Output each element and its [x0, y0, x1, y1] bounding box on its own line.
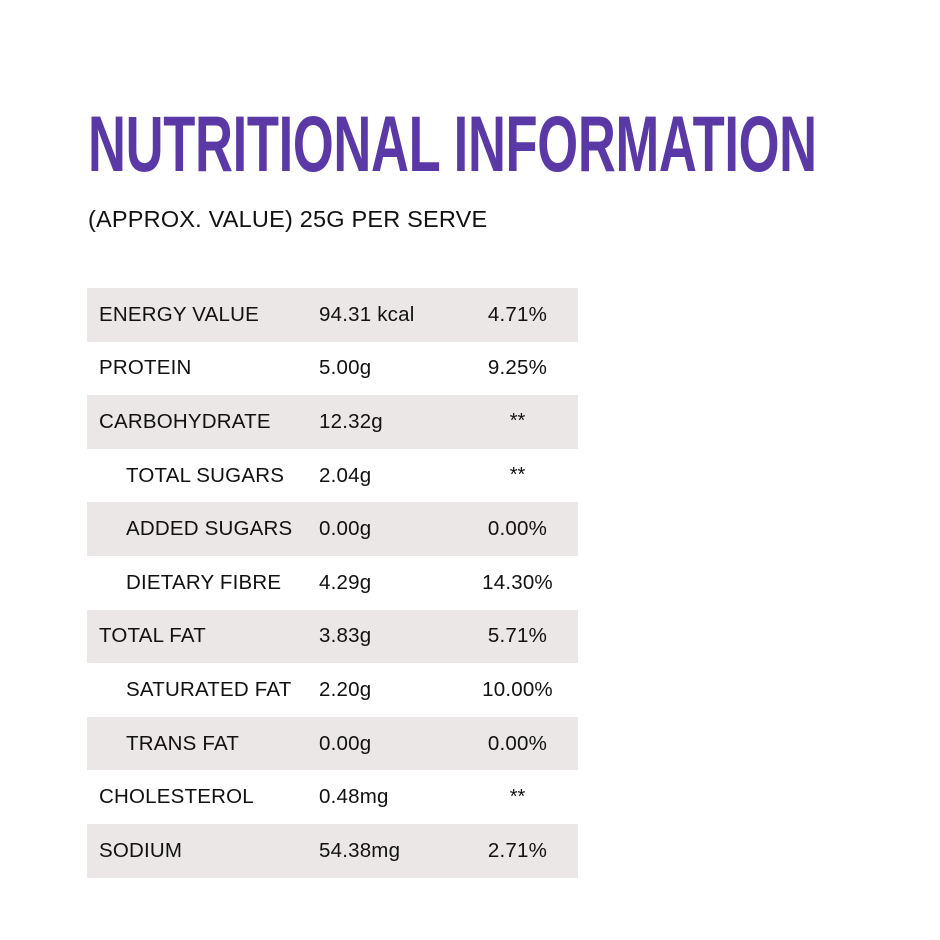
nutrient-amount: 5.00g: [319, 356, 372, 380]
nutrient-percent-note: **: [509, 785, 526, 808]
nutrient-percent: 0.00%: [487, 517, 548, 541]
nutrient-label: ENERGY VALUE: [99, 302, 260, 326]
nutrient-amount: 12.32g: [319, 409, 383, 433]
nutrient-amount: 54.38mg: [319, 838, 401, 862]
nutrient-amount: 2.04g: [319, 463, 372, 487]
heading-block: NUTRITIONAL INFORMATION (APPROX. VALUE) …: [88, 99, 848, 233]
nutrient-percent: 9.25%: [487, 356, 548, 380]
nutrition-table: ENERGY VALUE 94.31 kcal 4.71% PROTEIN 5.00g 9…: [87, 288, 578, 878]
table-row: PROTEIN 5.00g 9.25%: [87, 341, 578, 396]
nutrient-label: DIETARY FIBRE: [126, 570, 282, 594]
nutrient-label: TOTAL SUGARS: [126, 463, 285, 487]
table-row: TOTAL SUGARS 2.04g **: [87, 448, 578, 503]
nutrient-amount: 4.29g: [319, 570, 372, 594]
table-row: TOTAL FAT 3.83g 5.71%: [87, 609, 578, 664]
serving-size-subtitle: (APPROX. VALUE) 25G PER SERVE: [88, 205, 488, 232]
nutrient-label: SODIUM: [99, 838, 183, 862]
table-row: CARBOHYDRATE 12.32g **: [87, 395, 578, 449]
table-row: TRANS FAT 0.00g 0.00%: [87, 716, 578, 771]
nutrient-amount: 2.20g: [319, 677, 372, 701]
nutrient-amount: 0.00g: [319, 731, 372, 755]
nutrient-amount: 0.00g: [319, 517, 372, 541]
nutrient-percent: 4.71%: [487, 302, 548, 326]
nutrient-label: PROTEIN: [99, 356, 192, 380]
nutrient-percent: 5.71%: [487, 624, 548, 648]
table-row: DIETARY FIBRE 4.29g 14.30%: [87, 555, 578, 610]
table-row: SODIUM 54.38mg 2.71%: [87, 823, 578, 878]
nutrient-amount: 94.31 kcal: [319, 302, 415, 326]
nutrient-label: CHOLESTEROL: [99, 785, 254, 809]
table-row: ENERGY VALUE 94.31 kcal 4.71%: [87, 288, 578, 342]
nutrient-percent-note: **: [509, 410, 526, 433]
nutrient-label: CARBOHYDRATE: [99, 409, 271, 433]
nutrient-label: TOTAL FAT: [99, 624, 206, 648]
nutrient-label: TRANS FAT: [126, 731, 240, 755]
nutrient-percent: 2.71%: [487, 838, 548, 862]
nutrient-label: SATURATED FAT: [126, 677, 292, 701]
nutrition-table-body: ENERGY VALUE 94.31 kcal 4.71% PROTEIN 5.00g 9…: [87, 288, 578, 878]
nutrient-amount: 0.48mg: [319, 785, 389, 809]
nutrient-amount: 3.83g: [319, 624, 372, 648]
nutrient-percent: 0.00%: [487, 731, 548, 755]
nutrient-percent: 14.30%: [482, 570, 553, 594]
table-row: ADDED SUGARS 0.00g 0.00%: [87, 502, 578, 556]
nutrient-label: ADDED SUGARS: [126, 517, 293, 541]
nutrient-percent-note: **: [509, 464, 526, 487]
table-row: SATURATED FAT 2.20g 10.00%: [87, 663, 578, 717]
page-title: NUTRITIONAL INFORMATION: [88, 99, 817, 188]
table-row: CHOLESTEROL 0.48mg **: [87, 770, 578, 824]
nutrient-percent: 10.00%: [482, 677, 553, 701]
